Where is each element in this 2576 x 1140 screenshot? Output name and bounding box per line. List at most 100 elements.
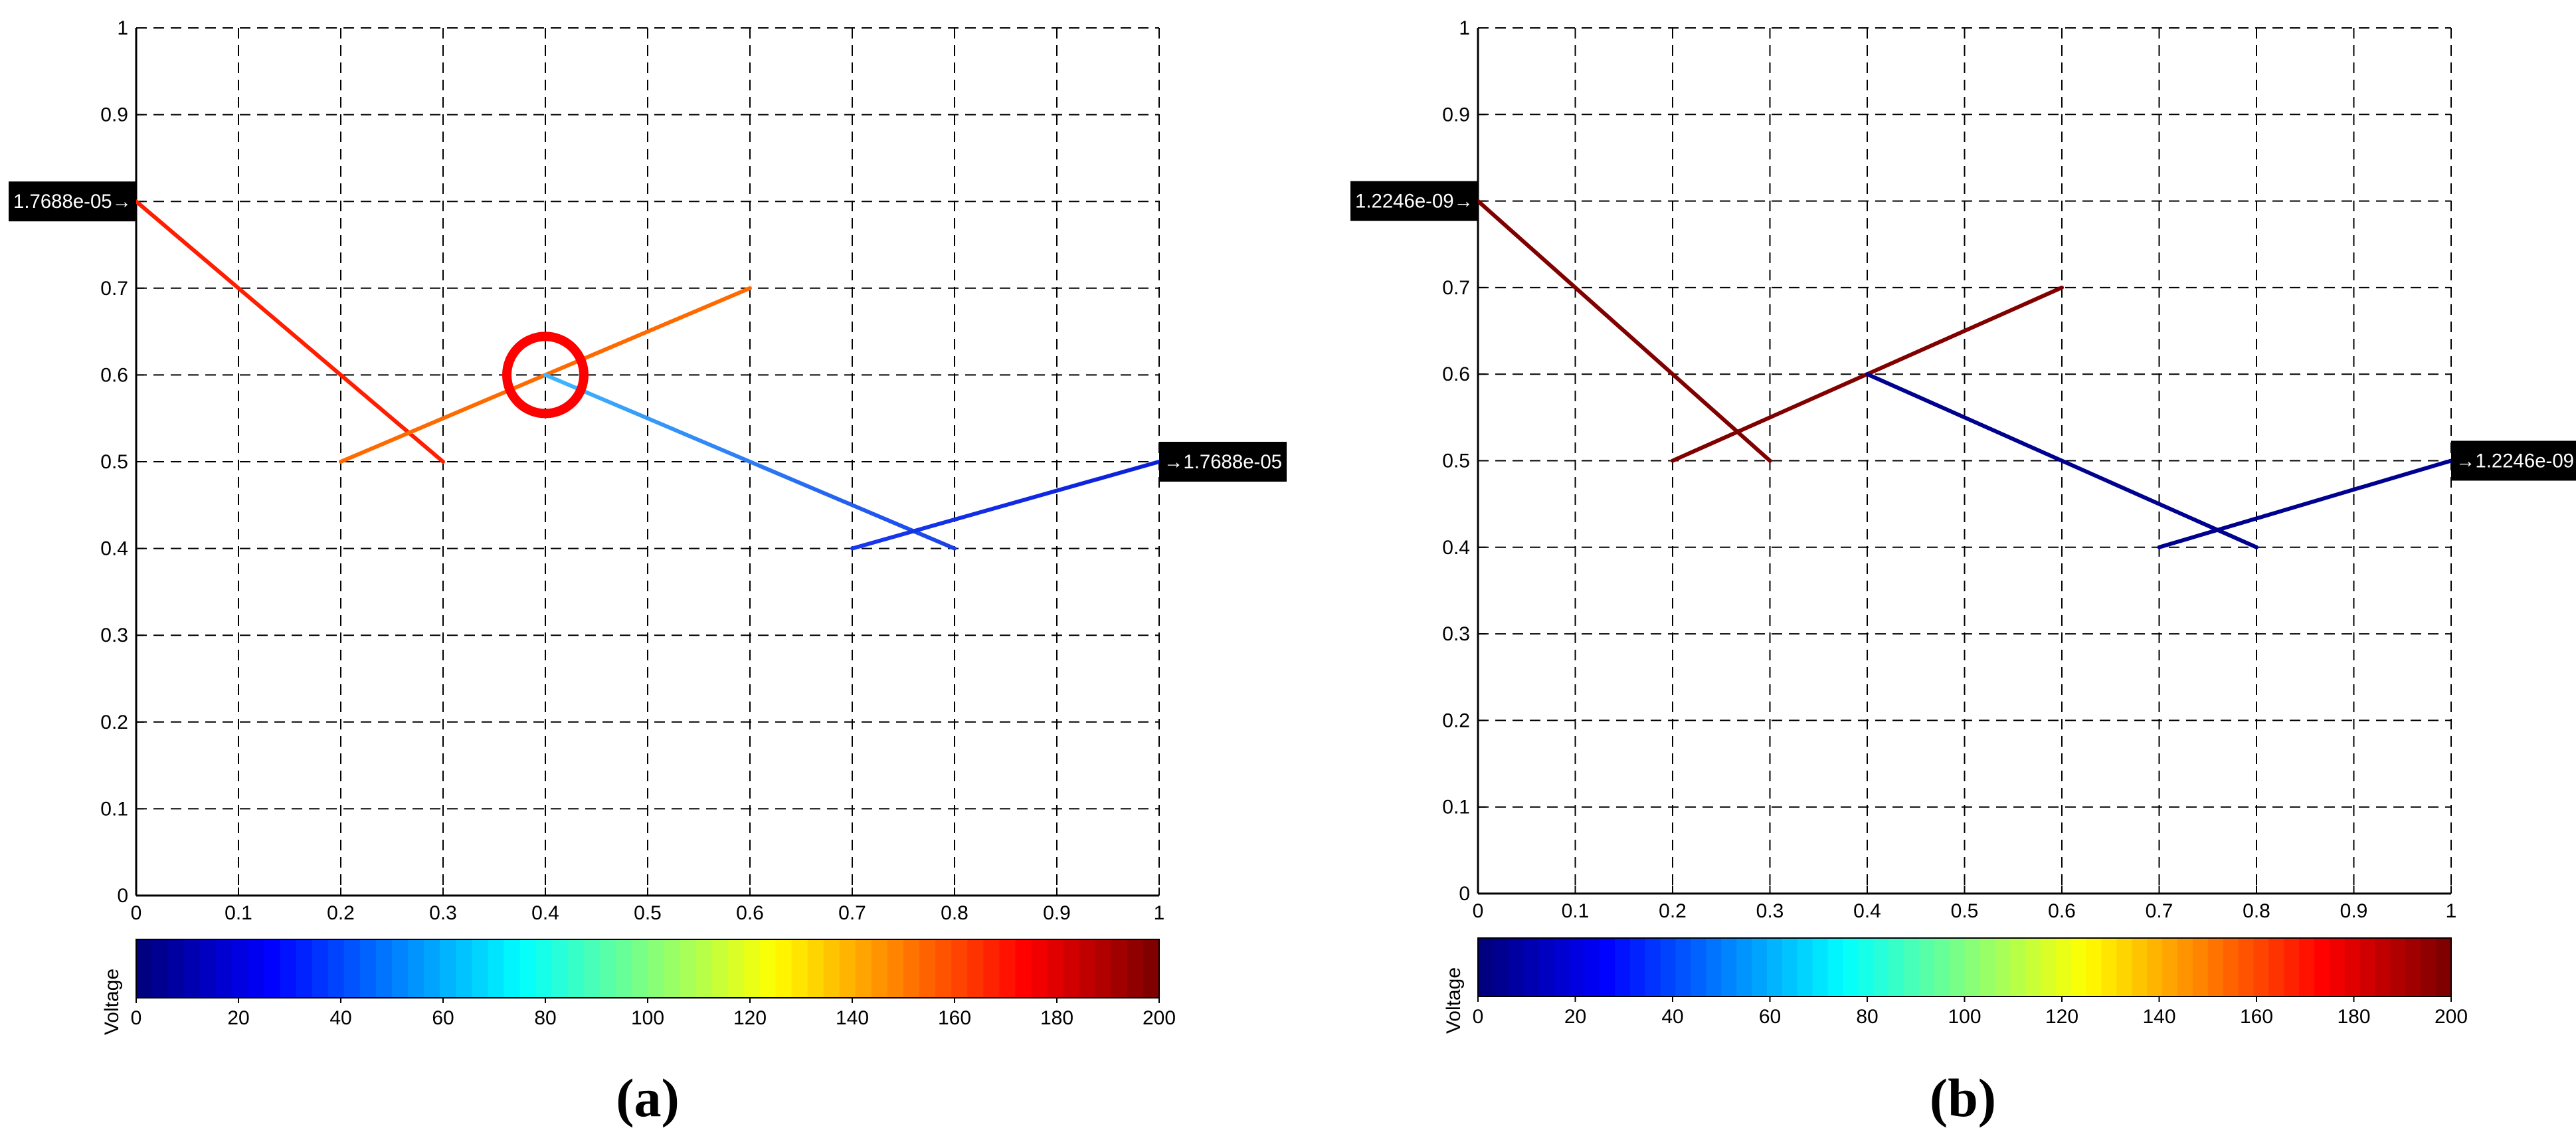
- y-tick-label: 1: [117, 17, 128, 39]
- annotation-box: [2451, 440, 2576, 481]
- colorbar-segment: [264, 939, 281, 998]
- colorbar-segment: [2207, 938, 2224, 997]
- colorbar-segment: [1095, 939, 1112, 998]
- colorbar-segment: [1964, 938, 1981, 997]
- colorbar-tick-label: 60: [432, 1007, 454, 1029]
- colorbar-segment: [136, 939, 153, 998]
- colorbar-segment: [839, 939, 856, 998]
- panel-caption: (a): [616, 1068, 680, 1128]
- colorbar-tick-label: 140: [836, 1007, 869, 1029]
- colorbar-tick-label: 20: [227, 1007, 249, 1029]
- colorbar-segment: [1645, 938, 1661, 997]
- colorbar-segment: [935, 939, 953, 998]
- colorbar-segment: [1736, 938, 1753, 997]
- colorbar-segment: [1918, 938, 1935, 997]
- colorbar-segment: [567, 939, 585, 998]
- colorbar-segment: [1569, 938, 1586, 997]
- y-tick-label: 0.1: [1442, 797, 1470, 818]
- colorbar-segment: [1675, 938, 1692, 997]
- colorbar-segment: [1766, 938, 1783, 997]
- y-tick-label: 0.5: [100, 451, 128, 473]
- colorbar-tick-label: 160: [938, 1007, 971, 1029]
- colorbar-segment: [456, 939, 473, 998]
- colorbar-segment: [983, 939, 1000, 998]
- x-tick-label: 0: [1473, 900, 1484, 922]
- colorbar-segment: [2405, 938, 2422, 997]
- colorbar-segment: [1478, 938, 1494, 997]
- y-tick-label: 0: [1459, 883, 1470, 905]
- colorbar-segment: [631, 939, 648, 998]
- colorbar-segment: [695, 939, 713, 998]
- colorbar-segment: [1523, 938, 1540, 997]
- colorbar-segment: [2116, 938, 2133, 997]
- colorbar-tick-label: 100: [631, 1007, 664, 1029]
- colorbar-segment: [2055, 938, 2072, 997]
- colorbar-segment: [488, 939, 505, 998]
- colorbar-segment: [472, 939, 489, 998]
- colorbar-segment: [887, 939, 904, 998]
- colorbar-segment: [1979, 938, 1996, 997]
- colorbar-segment: [711, 939, 729, 998]
- colorbar-segment: [1706, 938, 1722, 997]
- colorbar-segment: [1858, 938, 1875, 997]
- colorbar-segment: [1584, 938, 1601, 997]
- y-tick-label: 0.6: [100, 364, 128, 386]
- colorbar-tick-label: 120: [2045, 1006, 2078, 1028]
- colorbar-segment: [1721, 938, 1738, 997]
- colorbar-segment: [232, 939, 249, 998]
- colorbar-segment: [599, 939, 616, 998]
- colorbar-tick-label: 200: [2435, 1006, 2468, 1028]
- colorbar-segment: [1143, 939, 1160, 998]
- y-tick-label: 0.5: [1442, 450, 1470, 472]
- colorbar-segment: [1554, 938, 1570, 997]
- colorbar-segment: [583, 939, 600, 998]
- colorbar-segment: [903, 939, 921, 998]
- colorbar-segment: [392, 939, 409, 998]
- colorbar-tick-label: 160: [2240, 1006, 2273, 1028]
- colorbar-segment: [1629, 938, 1646, 997]
- x-tick-label: 0.5: [634, 902, 662, 924]
- colorbar-segment: [615, 939, 632, 998]
- colorbar-segment: [375, 939, 393, 998]
- colorbar-tick-label: 140: [2142, 1006, 2175, 1028]
- colorbar-tick-label: 40: [329, 1007, 351, 1029]
- x-tick-label: 0.6: [736, 902, 764, 924]
- y-tick-label: 0.7: [1442, 277, 1470, 299]
- x-tick-label: 0.1: [1562, 900, 1590, 922]
- colorbar-segment: [2025, 938, 2041, 997]
- colorbar-segment: [919, 939, 937, 998]
- panel-caption: (b): [1930, 1068, 1996, 1128]
- y-tick-label: 0.2: [100, 712, 128, 733]
- colorbar-tick-label: 120: [733, 1007, 767, 1029]
- x-tick-label: 0.1: [225, 902, 252, 924]
- colorbar-segment: [280, 939, 297, 998]
- y-tick-label: 0.1: [100, 798, 128, 820]
- colorbar-segment: [2040, 938, 2057, 997]
- colorbar-segment: [2070, 938, 2087, 997]
- colorbar-segment: [327, 939, 345, 998]
- colorbar-segment: [1015, 939, 1032, 998]
- colorbar-segment: [1538, 938, 1555, 997]
- x-tick-label: 0.3: [1756, 900, 1784, 922]
- y-tick-label: 0.6: [1442, 363, 1470, 385]
- y-tick-label: 0.3: [100, 624, 128, 646]
- colorbar-segment: [551, 939, 569, 998]
- colorbar-segment: [2299, 938, 2315, 997]
- colorbar-segment: [519, 939, 537, 998]
- colorbar-segment: [855, 939, 872, 998]
- y-tick-label: 0.9: [1442, 104, 1470, 126]
- colorbar-tick-label: 80: [1856, 1006, 1878, 1028]
- colorbar-segment: [1873, 938, 1890, 997]
- colorbar-segment: [2344, 938, 2361, 997]
- colorbar-tick-label: 0: [131, 1007, 142, 1029]
- colorbar-segment: [807, 939, 824, 998]
- colorbar-segment: [408, 939, 425, 998]
- colorbar-segment: [1111, 939, 1128, 998]
- colorbar-segment: [2359, 938, 2376, 997]
- colorbar-segment: [343, 939, 361, 998]
- annotation-left: 1.2246e-09→: [1350, 181, 1478, 221]
- y-tick-label: 0.7: [100, 278, 128, 300]
- colorbar-segment: [1508, 938, 1524, 997]
- colorbar-segment: [1843, 938, 1859, 997]
